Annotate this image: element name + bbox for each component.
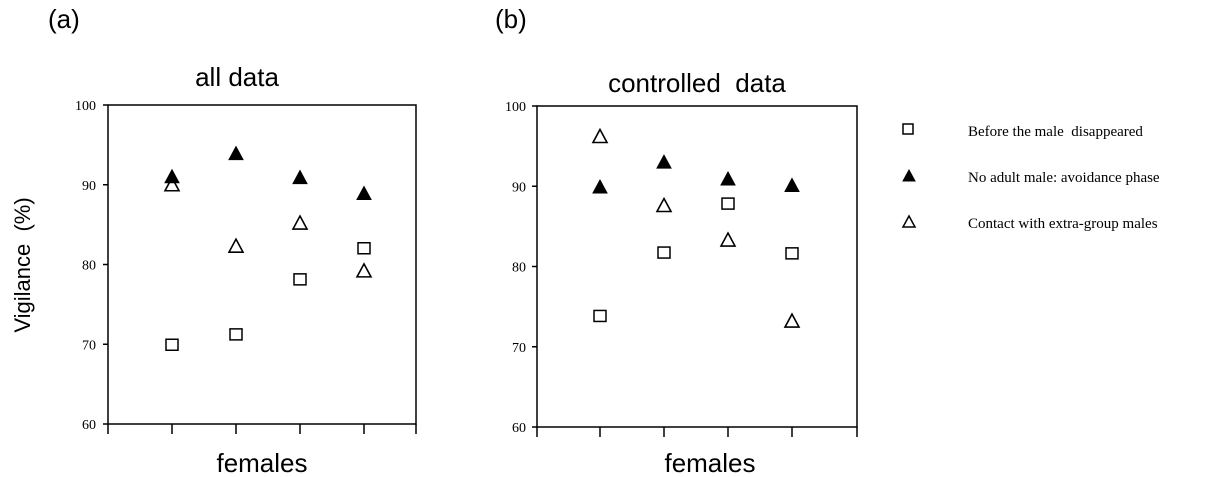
legend-item-before: Before the male disappeared [902,123,1143,140]
y-tick-label: 70 [512,341,526,356]
data-point-open-square [593,309,607,323]
legend-item-contact: Contact with extra-group males [901,214,1158,232]
y-tick-label: 90 [82,179,96,194]
data-point-open-square [229,328,243,341]
panel-a-plot: 60 70 80 90 100 [75,99,417,434]
legend: Before the male disappeared No adult mal… [901,123,1160,232]
data-point-open-square [293,273,307,286]
y-tick-label: 100 [75,99,96,114]
panel-a-title: all data [195,62,279,92]
data-point-open-square [357,242,371,255]
panel-b: (b) controlled data females 60 70 80 90 100 [495,4,858,477]
data-point-open-triangle [783,312,801,328]
data-point-open-square [721,197,735,210]
panel-b-plot-frame [536,105,858,428]
data-point-open-triangle [591,127,609,144]
data-point-open-triangle [227,237,245,253]
data-point-open-triangle [719,231,737,247]
legend-open-triangle-marker [901,214,917,228]
panel-a: (a) all data females Vigilance (%) 60 70 8… [10,4,417,477]
data-point-open-triangle [655,196,673,213]
y-tick-label: 80 [82,259,96,274]
data-point-open-triangle [163,176,181,192]
legend-label-contact: Contact with extra-group males [968,216,1158,232]
data-point-filled-triangle [292,169,308,185]
y-tick-label: 90 [512,180,526,195]
legend-label-before: Before the male disappeared [968,124,1143,140]
panel-a-xlabel: females [216,448,307,477]
data-point-filled-triangle [720,170,736,186]
y-tick-label: 60 [512,421,526,436]
data-point-filled-triangle [656,154,672,169]
legend-square-marker [902,123,914,135]
data-point-filled-triangle [356,185,372,201]
y-tick-label: 100 [505,100,526,115]
legend-item-no-adult-male: No adult male: avoidance phase [902,168,1160,186]
data-point-filled-triangle [784,177,800,192]
data-point-open-square [785,247,799,260]
panel-b-xlabel: females [664,448,755,477]
panel-a-label: (a) [48,4,80,34]
data-point-open-square [165,338,179,351]
legend-filled-triangle-marker [902,168,916,182]
data-point-open-triangle [355,262,373,278]
y-tick-label: 70 [82,338,96,353]
data-point-filled-triangle [592,178,608,194]
panel-b-plot: 60 70 80 90 100 [505,100,858,437]
data-point-open-triangle [291,214,309,230]
panel-a-ylabel: Vigilance (%) [10,197,35,332]
panel-b-title: controlled data [608,68,786,98]
data-point-open-square [657,246,671,259]
panel-b-label: (b) [495,4,527,34]
y-tick-label: 60 [82,418,96,433]
panel-a-plot-frame [107,104,417,425]
data-point-filled-triangle [228,145,244,161]
legend-label-no-adult-male: No adult male: avoidance phase [968,170,1160,186]
y-tick-label: 80 [512,261,526,276]
